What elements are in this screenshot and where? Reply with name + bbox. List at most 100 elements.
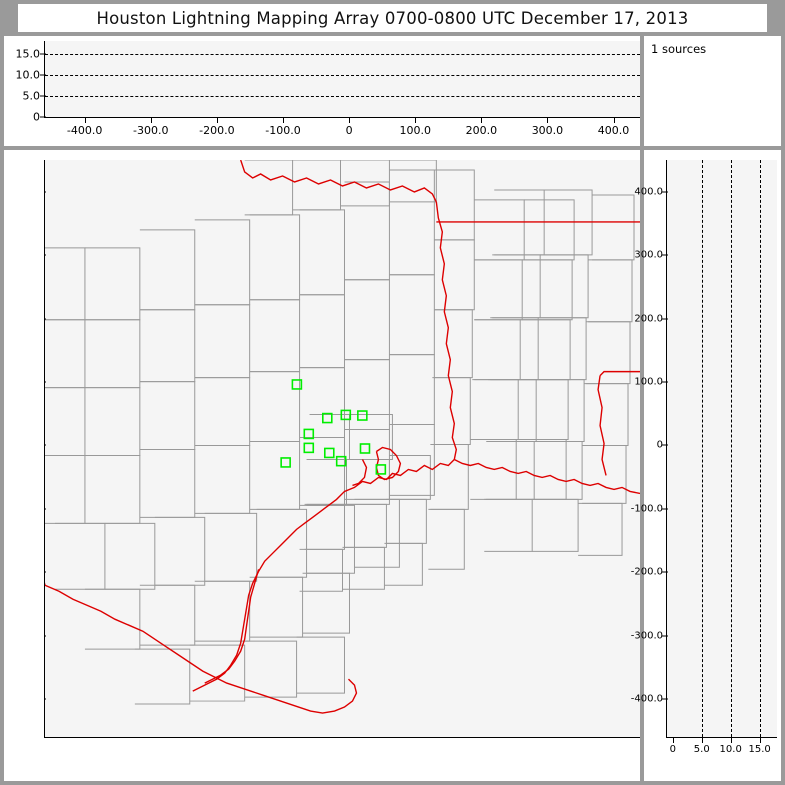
histogram-y-tick-label: 0 [656, 439, 663, 451]
county-boundaries [45, 160, 635, 705]
histogram-gridline [759, 160, 761, 737]
altitude-y-tick-label: 15.0 [15, 47, 41, 61]
histogram-y-tick-label: 200.0 [634, 313, 663, 325]
histogram-y-tick [662, 444, 668, 446]
altitude-x-tick-label: 400.0 [597, 124, 630, 137]
map-x-tick [85, 737, 86, 738]
sources-count-panel: 1 sources [644, 36, 781, 146]
histogram-y-tick-label: -200.0 [630, 566, 663, 578]
map-x-tick [349, 737, 350, 738]
lightning-source-marker[interactable] [340, 409, 352, 421]
histogram-x-tick [672, 737, 674, 743]
lightning-source-marker[interactable] [322, 412, 333, 424]
histogram-gridline [701, 160, 703, 737]
altitude-x-tick-label: -100.0 [265, 124, 301, 137]
map-y-tick [45, 571, 46, 573]
sources-count-label: 1 sources [651, 42, 707, 56]
histogram-y-tick-label: 100.0 [634, 376, 663, 388]
histogram-y-tick [662, 318, 668, 320]
altitude-gridline [45, 53, 640, 55]
altitude-x-tick-label: -400.0 [66, 124, 103, 137]
histogram-x-tick-label: 10.0 [719, 744, 742, 755]
map-x-tick [283, 737, 284, 738]
lightning-source-marker[interactable] [375, 464, 387, 475]
altitude-y-tick [40, 74, 46, 76]
map-x-tick [547, 737, 548, 738]
histogram-y-tick [662, 254, 668, 256]
altitude-y-tick [40, 53, 46, 55]
map-y-tick [45, 508, 46, 510]
histogram-y-tick [662, 571, 668, 573]
map-x-tick [481, 737, 482, 738]
map-y-tick [45, 191, 46, 193]
histogram-y-tick [662, 698, 668, 700]
lightning-source-marker[interactable] [291, 379, 303, 390]
altitude-x-tick [415, 117, 417, 123]
lightning-source-marker[interactable] [357, 410, 368, 421]
lightning-source-marker[interactable] [303, 428, 315, 440]
map-panel: 400.0300.0200.0100.00-100.0-200.0-300.0-… [4, 150, 640, 781]
altitude-x-tick [349, 117, 351, 123]
lightning-source-marker[interactable] [323, 447, 335, 459]
altitude-plot-area[interactable]: 0 5.0 10.0 15.0 -400.0 -300.0 -200.0 -100.0 0 100… [16, 41, 640, 137]
altitude-time-panel: 0 5.0 10.0 15.0 -400.0 -300.0 -200.0 -100.0 0 100… [4, 36, 640, 146]
histogram-y-tick-label: 300.0 [634, 249, 663, 261]
histogram-y-tick-label: -100.0 [630, 503, 663, 515]
histogram-y-tick-label: -300.0 [630, 630, 663, 642]
histogram-gridline [730, 160, 732, 737]
lightning-source-markers[interactable] [280, 379, 387, 475]
histogram-plot-area[interactable]: 400.0 300.0 200.0 100.0 0 -100.0 -200.0 -300.0 -… [631, 160, 777, 755]
histogram-x-tick [759, 737, 761, 743]
altitude-x-tick [283, 117, 284, 123]
map-x-tick [614, 737, 615, 738]
lightning-source-marker[interactable] [280, 457, 291, 468]
altitude-x-tick [216, 117, 218, 123]
altitude-x-tick-label: 300.0 [531, 124, 564, 137]
histogram-y-tick [662, 635, 668, 637]
histogram-x-tick-label: 15.0 [748, 744, 771, 755]
histogram-x-tick-label: 5.0 [693, 744, 710, 755]
altitude-x-tick [481, 117, 483, 123]
altitude-x-tick-label: -300.0 [133, 124, 169, 137]
map-svg [45, 160, 640, 714]
altitude-x-tick-label: 100.0 [399, 124, 431, 137]
map-y-tick [45, 444, 46, 446]
altitude-gridline [45, 74, 640, 76]
altitude-x-tick [547, 117, 549, 123]
altitude-histogram-panel: 400.0 300.0 200.0 100.0 0 -100.0 -200.0 -300.0 -… [631, 150, 781, 781]
altitude-y-tick-label: 5.0 [22, 89, 41, 103]
altitude-x-tick [613, 117, 615, 123]
page-title: Houston Lightning Mapping Array 0700-080… [96, 8, 689, 28]
map-x-tick [217, 737, 218, 738]
altitude-x-tick [150, 117, 152, 123]
map-y-tick [45, 698, 46, 700]
state-boundaries [45, 160, 640, 714]
histogram-y-tick [662, 191, 668, 193]
title-bar: Houston Lightning Mapping Array 0700-080… [18, 4, 767, 32]
histogram-y-tick-label: -400.0 [630, 693, 663, 705]
lightning-source-marker[interactable] [335, 455, 347, 467]
histogram-x-tick-label: 0 [669, 744, 676, 755]
altitude-x-tick [84, 117, 86, 123]
map-y-tick [45, 254, 46, 256]
altitude-x-tick-label: -200.0 [199, 124, 235, 137]
map-y-tick [45, 635, 46, 637]
map-x-tick [151, 737, 152, 738]
altitude-gridline [45, 95, 640, 97]
altitude-y-tick [40, 116, 46, 118]
map-plot-area[interactable]: 400.0300.0200.0100.00-100.0-200.0-300.0-… [44, 160, 640, 738]
map-y-tick [45, 381, 46, 383]
map-x-tick [415, 737, 416, 738]
histogram-y-tick [662, 381, 668, 383]
altitude-y-tick [40, 95, 46, 97]
altitude-x-tick-label: 200.0 [465, 124, 498, 137]
map-y-tick [45, 318, 46, 320]
altitude-x-tick-label: 0 [345, 124, 353, 137]
lightning-source-marker[interactable] [303, 442, 315, 454]
altitude-y-tick-label: 0 [33, 110, 40, 124]
histogram-x-tick [730, 737, 732, 743]
lightning-source-marker[interactable] [359, 443, 371, 454]
histogram-y-tick-label: 400.0 [634, 186, 663, 198]
histogram-x-tick [701, 737, 703, 743]
histogram-y-tick [662, 508, 668, 510]
